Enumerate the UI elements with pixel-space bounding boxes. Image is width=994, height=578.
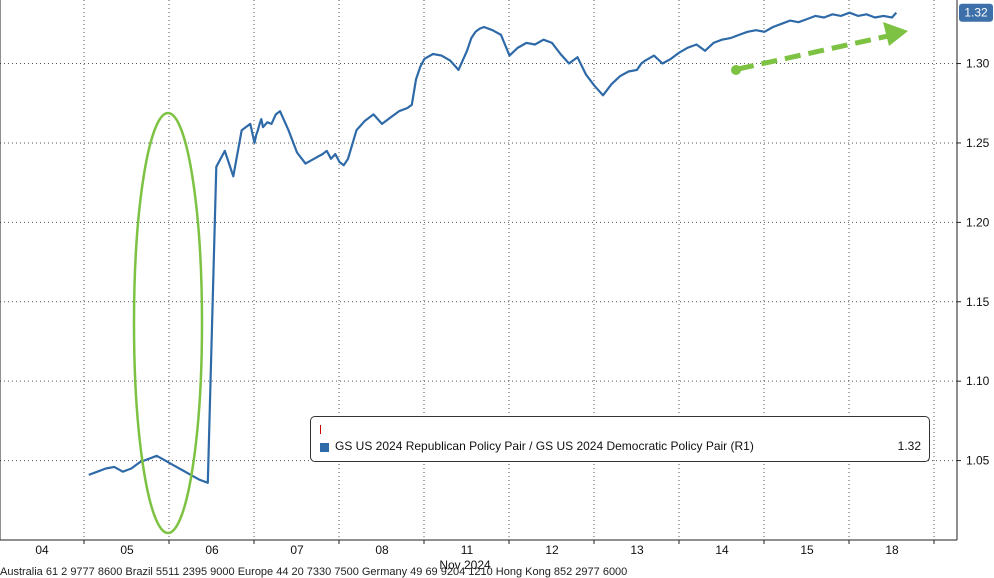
x-tick-label: 11	[461, 543, 474, 557]
y-tick-label: 1.25	[966, 136, 990, 150]
x-tick-label: 15	[800, 543, 814, 557]
legend-series-label: GS US 2024 Republican Policy Pair / GS U…	[335, 439, 754, 453]
x-tick-label: 18	[885, 543, 899, 557]
x-tick-label: 08	[375, 543, 389, 557]
legend-swatch	[320, 443, 329, 452]
highlight-ellipse	[132, 111, 204, 535]
series-layer	[88, 11, 898, 484]
legend-series-value: 1.32	[897, 439, 921, 453]
last-value-label: 1.32	[964, 6, 988, 20]
footer-contact-text: Australia 61 2 9777 8600 Brazil 5511 239…	[0, 566, 628, 578]
y-tick-label: 1.10	[966, 374, 990, 388]
x-tick-label: 07	[290, 543, 304, 557]
x-tick-label: 12	[545, 543, 559, 557]
x-tick-label: 04	[35, 543, 49, 557]
legend-box: GS US 2024 Republican Policy Pair / GS U…	[310, 416, 930, 462]
trend-arrow-head	[883, 22, 908, 46]
y-tick-label: 1.30	[966, 57, 990, 71]
x-tick-label: 05	[120, 543, 134, 557]
series-line-gs-policy-pair	[88, 11, 898, 484]
annotations	[132, 22, 908, 535]
x-tick-label: 06	[205, 543, 219, 557]
trend-arrow-shaft	[737, 33, 889, 72]
y-tick-label: 1.15	[966, 295, 990, 309]
y-tick-label: 1.20	[966, 215, 990, 229]
x-tick-label: 13	[630, 543, 644, 557]
y-tick-label: 1.05	[966, 454, 990, 468]
last-value-flag	[959, 3, 993, 22]
x-axis-title: Nov 2024	[439, 558, 491, 572]
x-tick-label: 14	[715, 543, 729, 557]
legend-marker-tick	[320, 425, 321, 434]
